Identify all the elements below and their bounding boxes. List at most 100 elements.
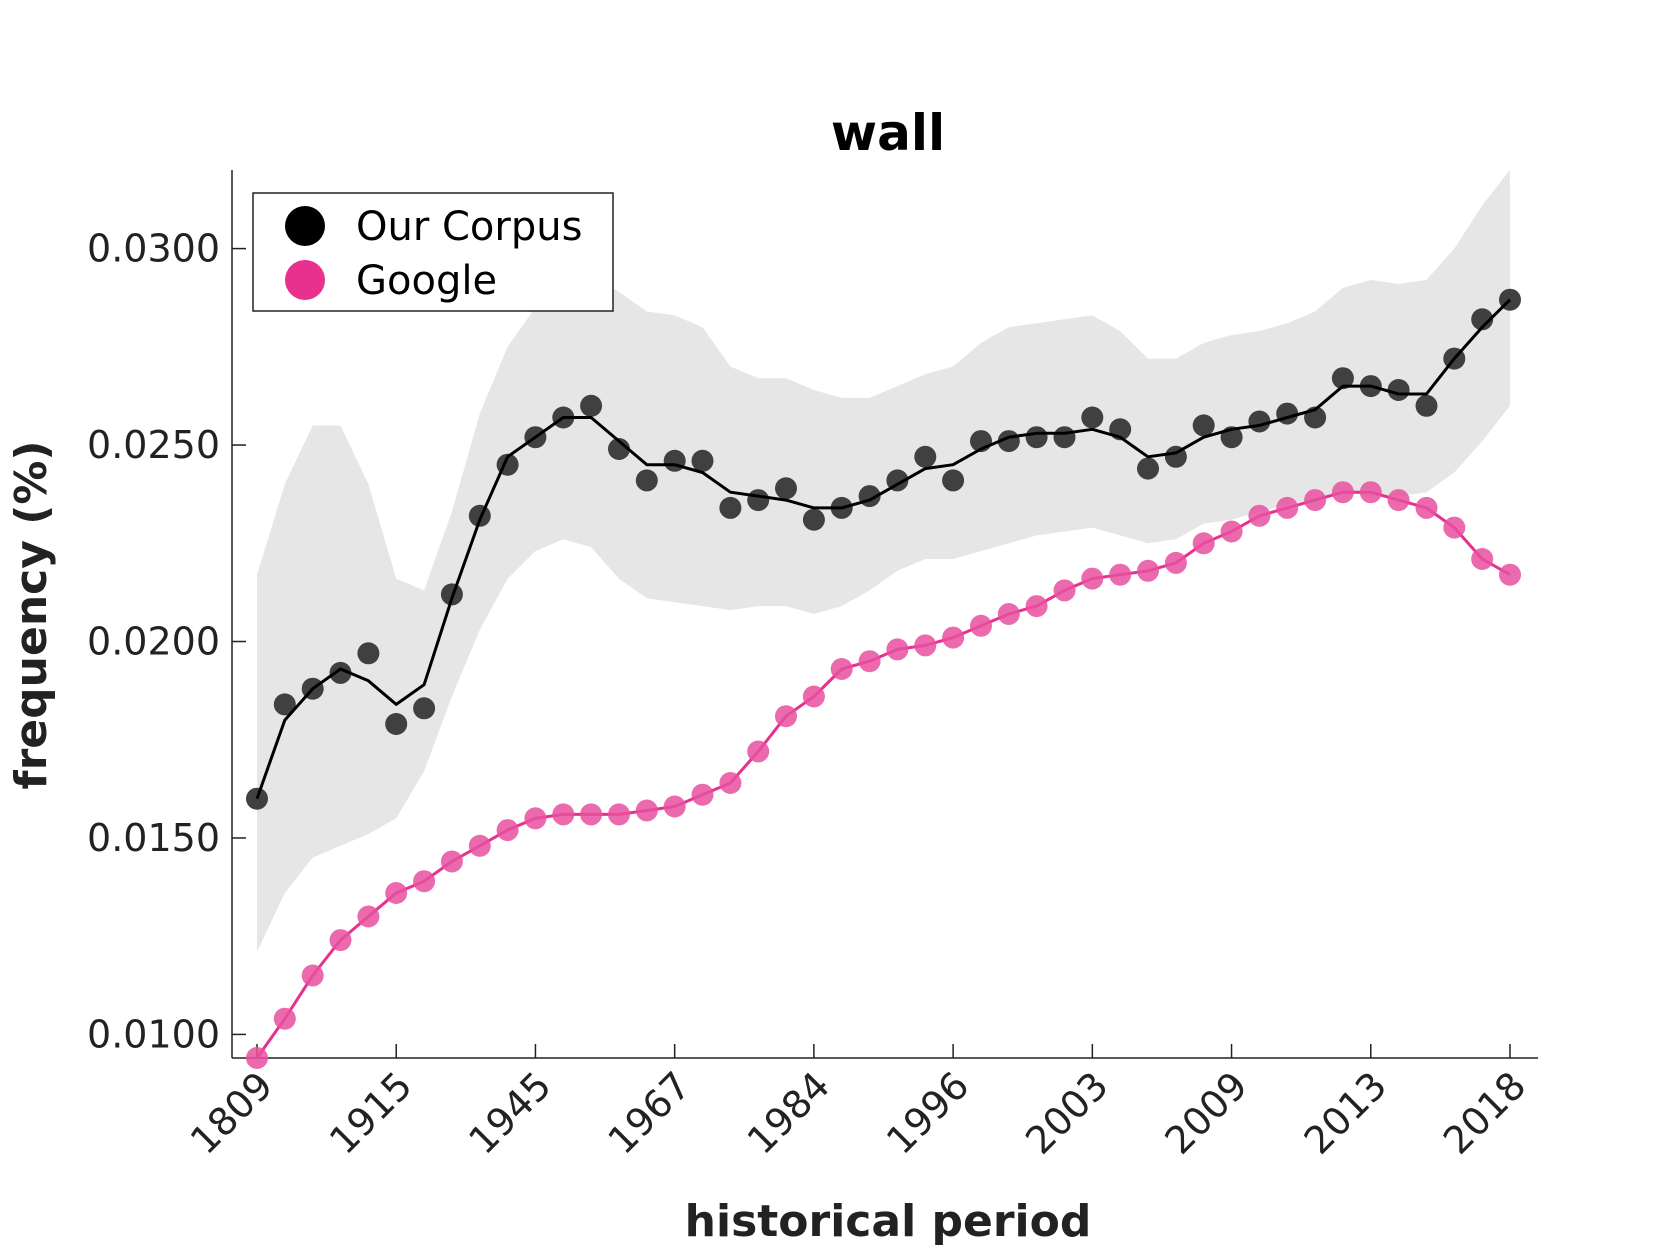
data-point-google — [1471, 548, 1494, 570]
series-line-google — [255, 490, 1511, 1059]
legend-marker-google — [285, 260, 325, 300]
data-point-google — [886, 638, 909, 661]
data-point-google — [997, 603, 1020, 625]
data-point-our-corpus — [747, 489, 770, 512]
data-point-our-corpus — [1471, 308, 1494, 331]
data-point-google — [1387, 489, 1410, 512]
x-tick-label: 1915 — [321, 1063, 421, 1163]
data-point-our-corpus — [1276, 402, 1299, 425]
data-point-google — [635, 799, 658, 822]
data-point-google — [802, 685, 825, 708]
data-point-google — [273, 1007, 296, 1030]
data-point-google — [608, 803, 630, 826]
data-point-our-corpus — [1053, 426, 1076, 449]
data-point-google — [1164, 551, 1187, 574]
x-tick-label: 2018 — [1435, 1063, 1535, 1163]
data-point-google — [914, 634, 937, 657]
data-point-google — [1304, 489, 1327, 512]
data-point-google — [691, 783, 714, 806]
x-tick-label: 1996 — [878, 1063, 978, 1163]
data-point-our-corpus — [1387, 379, 1410, 401]
data-point-google — [329, 929, 352, 952]
data-point-our-corpus — [1331, 367, 1354, 390]
data-point-our-corpus — [1137, 457, 1159, 480]
data-point-google — [524, 807, 547, 830]
data-point-our-corpus — [775, 477, 797, 500]
y-tick-label: 0.0250 — [87, 423, 220, 467]
data-point-google — [1192, 532, 1215, 555]
data-point-google — [357, 905, 380, 928]
data-point-our-corpus — [914, 445, 937, 468]
data-point-our-corpus — [1025, 426, 1048, 449]
x-tick-label: 1984 — [739, 1063, 839, 1163]
y-axis-label: frequency (%) — [6, 440, 57, 789]
y-tick-label: 0.0150 — [87, 816, 220, 860]
data-point-our-corpus — [719, 496, 742, 519]
data-point-google — [580, 803, 603, 826]
data-point-our-corpus — [413, 697, 436, 720]
data-point-google — [1109, 563, 1132, 586]
data-point-our-corpus — [385, 713, 408, 735]
data-point-our-corpus — [663, 449, 686, 472]
data-point-google — [1137, 559, 1159, 582]
confidence-band-our-corpus — [257, 170, 1510, 952]
x-tick-label: 1967 — [600, 1063, 700, 1163]
data-point-google — [413, 870, 436, 893]
data-point-our-corpus — [273, 693, 296, 716]
data-point-our-corpus — [357, 642, 380, 665]
data-point-our-corpus — [329, 661, 352, 684]
data-point-google — [1415, 496, 1438, 519]
data-point-google — [1025, 595, 1048, 618]
data-point-our-corpus — [1248, 410, 1271, 433]
x-tick-label: 2009 — [1156, 1063, 1256, 1163]
data-point-google — [747, 740, 770, 763]
data-point-our-corpus — [1192, 414, 1215, 437]
data-point-google — [970, 614, 992, 637]
data-point-google — [552, 803, 575, 826]
data-point-our-corpus — [802, 508, 825, 531]
legend-marker-our-corpus — [285, 206, 325, 246]
data-point-google — [719, 772, 742, 794]
data-point-our-corpus — [635, 469, 658, 492]
data-point-google — [1359, 481, 1382, 504]
legend-label-google: Google — [356, 258, 497, 304]
data-point-google — [775, 705, 797, 728]
legend-label-our-corpus: Our Corpus — [356, 204, 582, 250]
data-point-google — [1248, 504, 1271, 527]
chart-title: wall — [831, 104, 945, 162]
data-point-our-corpus — [942, 469, 965, 492]
data-point-our-corpus — [1081, 406, 1104, 429]
series-line-our-corpus — [255, 298, 1512, 800]
x-tick-label: 2013 — [1296, 1063, 1396, 1163]
data-point-google — [301, 964, 324, 987]
data-point-our-corpus — [691, 449, 714, 472]
data-point-google — [496, 819, 519, 842]
data-point-google — [858, 650, 881, 673]
y-tick-label: 0.0200 — [87, 620, 220, 664]
data-point-google — [1443, 516, 1466, 539]
x-axis-label: historical period — [685, 1196, 1092, 1247]
data-point-google — [1081, 567, 1104, 590]
data-point-our-corpus — [580, 394, 603, 417]
data-point-google — [942, 626, 965, 649]
data-point-google — [440, 850, 463, 873]
data-point-google — [1499, 563, 1521, 586]
data-point-google — [385, 882, 408, 904]
y-tick-label: 0.0100 — [87, 1012, 220, 1056]
data-point-google — [830, 658, 853, 680]
data-point-google — [1331, 481, 1354, 504]
data-point-our-corpus — [1415, 394, 1438, 417]
legend: Our Corpus Google — [252, 192, 614, 312]
data-point-our-corpus — [608, 438, 630, 460]
x-tick-label: 1945 — [460, 1063, 560, 1163]
x-tick-label: 2003 — [1017, 1063, 1117, 1163]
data-point-google — [1220, 520, 1243, 543]
data-point-google — [468, 834, 491, 857]
data-point-google — [1053, 579, 1076, 602]
plot-area: 0.0100 0.0150 0.0200 0.0250 0.0300 1809 1915 19… — [87, 170, 1538, 1163]
data-point-google — [246, 1047, 268, 1069]
data-point-google — [663, 795, 686, 818]
data-point-google — [1276, 496, 1299, 519]
y-tick-label: 0.0300 — [87, 227, 220, 271]
